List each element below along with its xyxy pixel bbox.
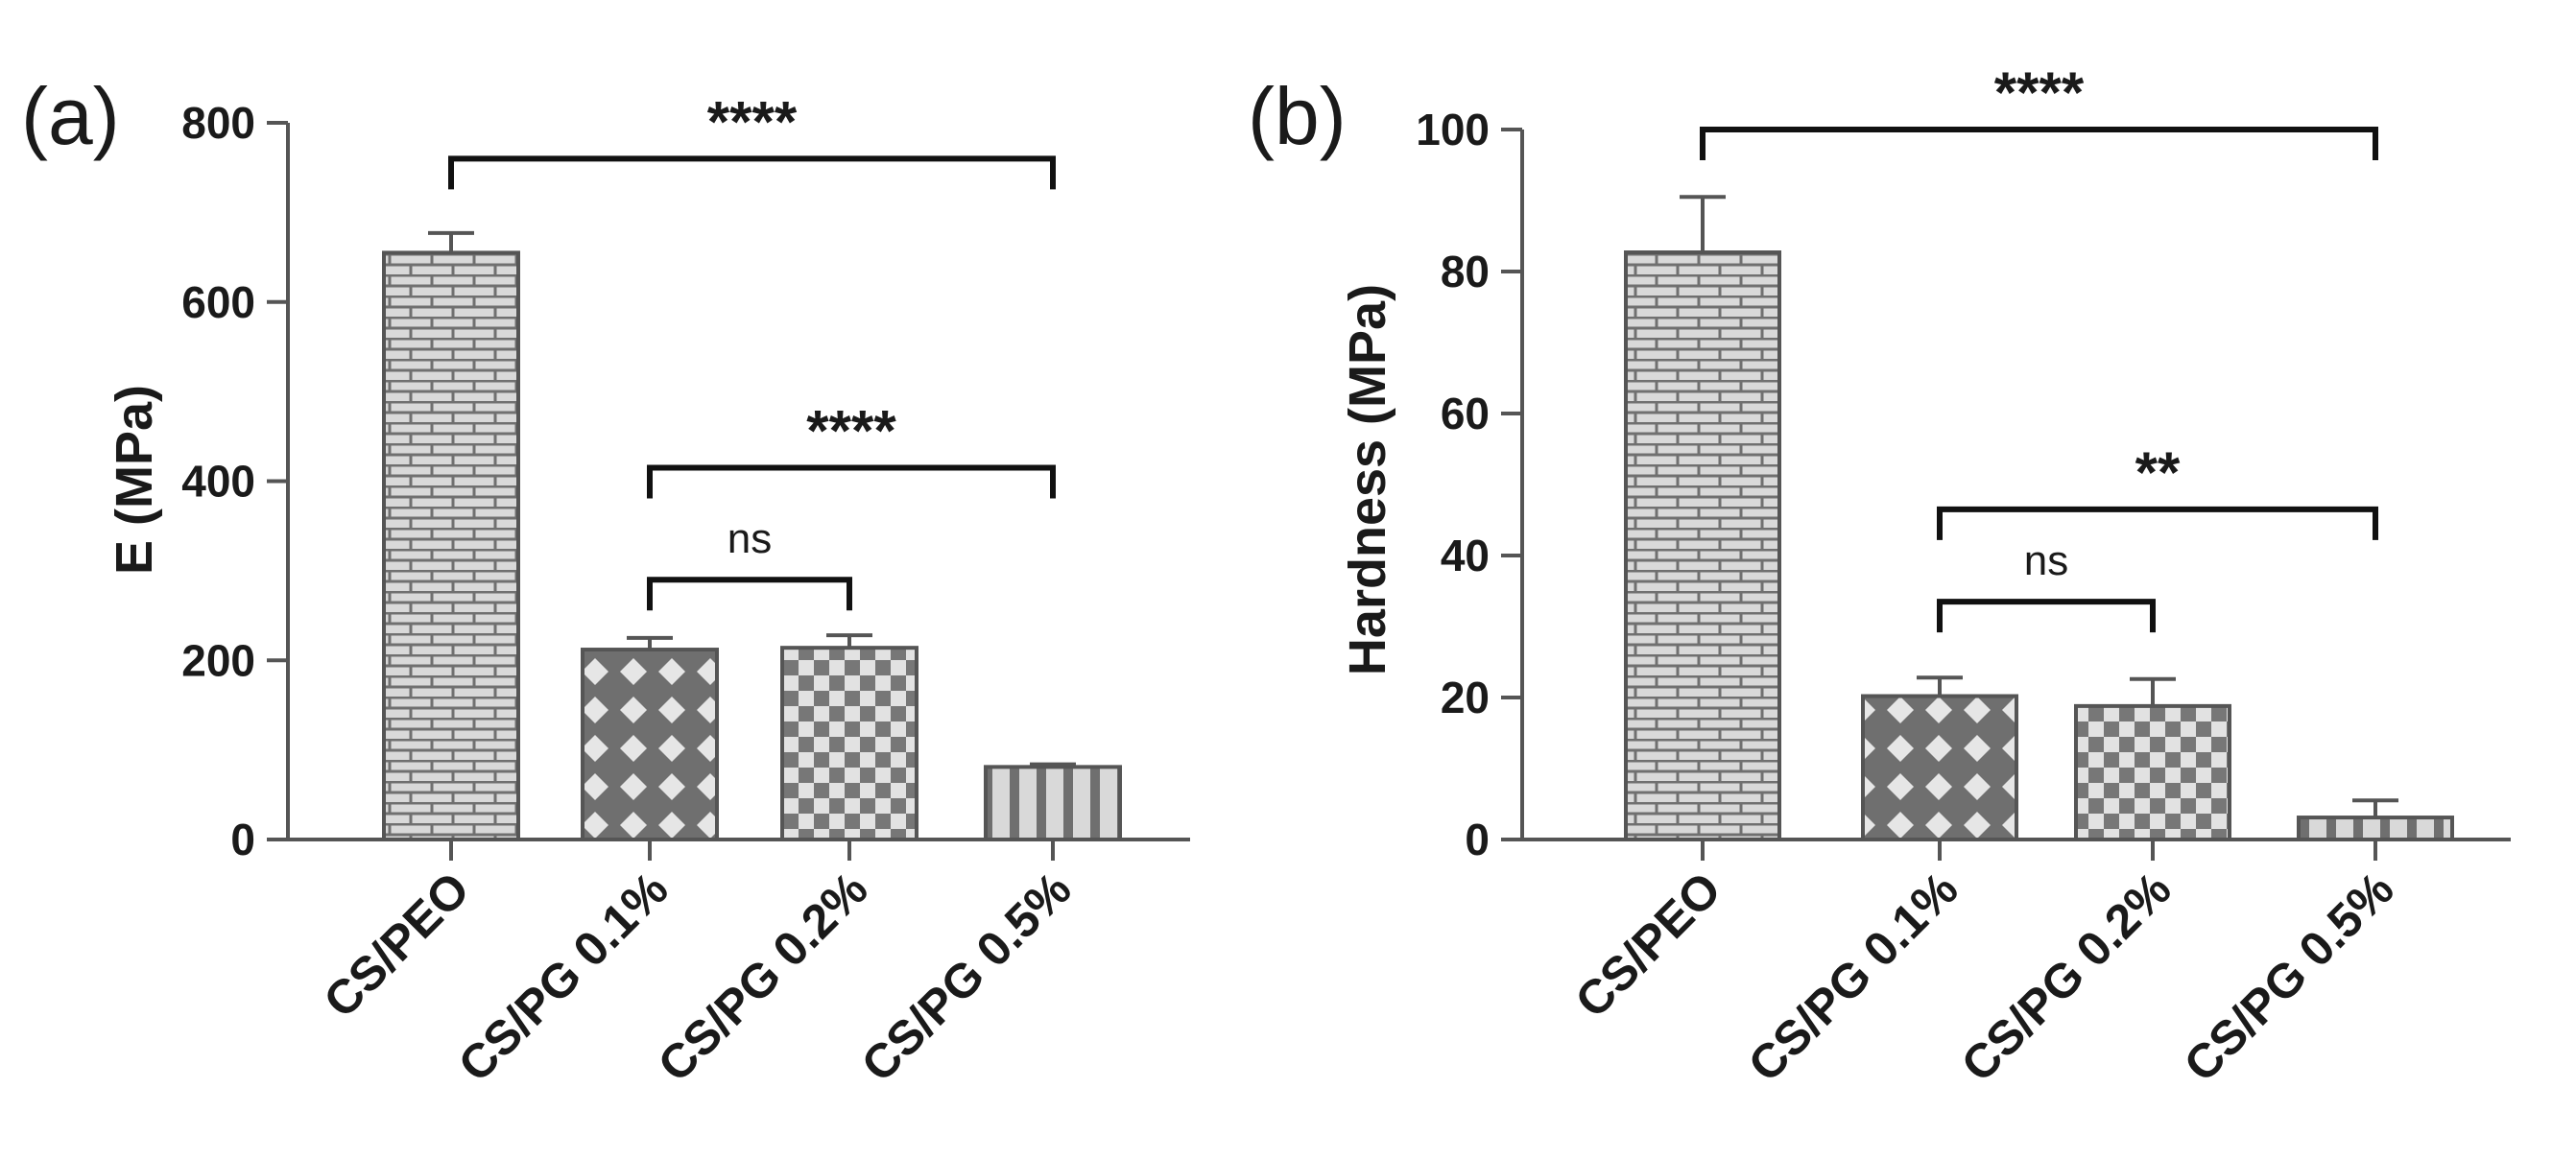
y-tick-label-b-2: 40 bbox=[1441, 531, 1490, 580]
significance-bracket-a-0 bbox=[448, 155, 1056, 190]
bar-a-1 bbox=[581, 648, 719, 841]
bar-b-3 bbox=[2297, 816, 2454, 841]
significance-bracket-a-1 bbox=[647, 464, 1056, 499]
y-tick-label-b-0: 0 bbox=[1465, 815, 1490, 864]
x-tick-label-b-1: CS/PG 0.1% bbox=[1738, 862, 1968, 1092]
significance-label-b-0: **** bbox=[1994, 60, 2085, 125]
significance-label-a-0: **** bbox=[707, 89, 798, 154]
panel-label-a: (a) bbox=[21, 71, 120, 161]
panel-label-b: (b) bbox=[1248, 71, 1347, 161]
significance-label-a-1: **** bbox=[806, 398, 896, 462]
x-tick-label-a-2: CS/PG 0.2% bbox=[648, 862, 878, 1092]
significance-bracket-b-2 bbox=[1937, 599, 2156, 633]
bar-a-3 bbox=[984, 765, 1122, 842]
x-tick-label-b-3: CS/PG 0.5% bbox=[2174, 862, 2404, 1092]
x-tick-label-b-0: CS/PEO bbox=[1565, 862, 1731, 1028]
bar-a-2 bbox=[780, 646, 918, 841]
y-tick-label-b-3: 60 bbox=[1441, 389, 1490, 438]
significance-label-a-2: ns bbox=[727, 515, 772, 562]
significance-bracket-a-2 bbox=[647, 577, 852, 611]
y-tick-label-a-0: 0 bbox=[230, 815, 255, 864]
significance-bracket-b-0 bbox=[1700, 127, 2378, 160]
x-tick-label-a-3: CS/PG 0.5% bbox=[851, 862, 1082, 1092]
significance-bracket-b-1 bbox=[1937, 506, 2378, 540]
significance-label-b-2: ns bbox=[2024, 537, 2068, 584]
x-tick-label-a-1: CS/PG 0.1% bbox=[448, 862, 679, 1092]
y-axis-title-b: Hardness (MPa) bbox=[1339, 284, 1396, 675]
y-tick-label-b-1: 20 bbox=[1441, 673, 1490, 722]
x-tick-label-a-0: CS/PEO bbox=[314, 862, 480, 1028]
y-tick-label-b-5: 100 bbox=[1416, 105, 1490, 154]
bar-a-0 bbox=[382, 250, 520, 841]
significance-label-b-1: ** bbox=[2135, 440, 2181, 505]
bar-b-0 bbox=[1624, 250, 1781, 841]
bar-b-1 bbox=[1861, 694, 2018, 842]
y-axis-title-a: E (MPa) bbox=[106, 385, 163, 575]
x-tick-label-b-2: CS/PG 0.2% bbox=[1951, 862, 2182, 1092]
y-tick-label-a-4: 800 bbox=[181, 98, 255, 148]
y-tick-label-a-3: 600 bbox=[181, 277, 255, 327]
y-tick-label-b-4: 80 bbox=[1441, 247, 1490, 296]
y-tick-label-a-2: 400 bbox=[181, 457, 255, 507]
bar-b-2 bbox=[2074, 703, 2231, 841]
y-tick-label-a-1: 200 bbox=[181, 635, 255, 685]
